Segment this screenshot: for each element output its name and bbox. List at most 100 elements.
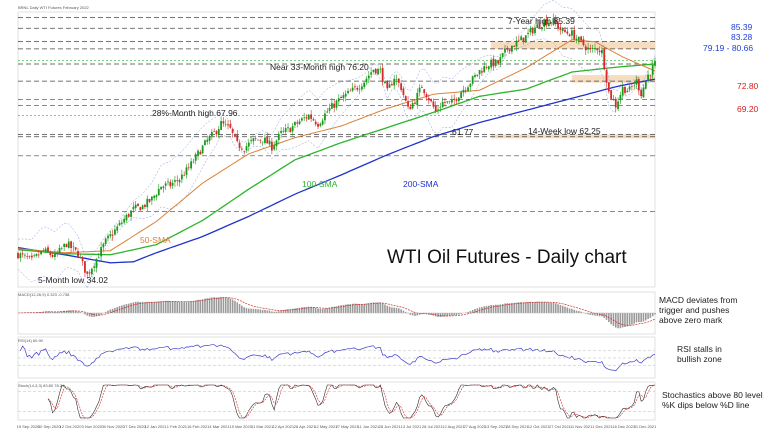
candle-body xyxy=(483,66,486,73)
candle-body xyxy=(342,95,345,99)
level-label-2: 79.19 - 80.66 xyxy=(703,43,753,53)
candle-body xyxy=(21,253,24,255)
candle-body xyxy=(72,246,75,248)
candle-body xyxy=(60,248,63,249)
candle-body xyxy=(407,101,409,107)
indicator-note-0-1: trigger and pushes xyxy=(659,305,729,315)
sma-label-0: 50-SMA xyxy=(140,235,171,245)
candle-body xyxy=(584,46,587,51)
candle-body xyxy=(192,161,195,163)
candle-body xyxy=(349,90,352,92)
candle-body xyxy=(619,94,622,101)
candle-body xyxy=(56,253,59,254)
candle-body xyxy=(160,186,162,190)
candle-body xyxy=(478,70,481,75)
annotation-0: 7-Year high 85.39 xyxy=(508,16,575,26)
candle-body xyxy=(125,214,128,221)
candle-body xyxy=(289,128,292,133)
candle-body xyxy=(114,229,116,235)
x-tick-label-20: 12 Aug 2021 xyxy=(442,424,465,429)
candle-body xyxy=(51,254,54,257)
candle-body xyxy=(485,67,488,68)
candle-body xyxy=(139,207,142,211)
candle-body xyxy=(582,39,585,46)
candle-body xyxy=(515,40,518,47)
candle-body xyxy=(199,151,202,155)
candle-body xyxy=(626,90,629,93)
candle-body xyxy=(183,175,186,176)
sma-50-line xyxy=(17,39,656,254)
symbol-header: BRNL Daily WTI Futures February 2022 xyxy=(18,5,90,10)
candle-body xyxy=(204,140,206,146)
candle-body xyxy=(434,105,437,111)
candle-body xyxy=(559,27,562,30)
candle-body xyxy=(554,19,557,24)
candle-body xyxy=(240,148,243,150)
candle-body xyxy=(127,214,130,217)
candle-body xyxy=(132,206,135,210)
candle-body xyxy=(524,35,527,43)
candle-body xyxy=(157,188,160,196)
candle-body xyxy=(254,138,257,140)
candle-body xyxy=(423,89,426,94)
candle-body xyxy=(360,86,363,90)
band-dn xyxy=(17,38,656,289)
candle-body xyxy=(93,266,96,268)
candle-body xyxy=(330,103,333,109)
band-up xyxy=(17,0,656,263)
candle-body xyxy=(372,69,375,72)
candle-body xyxy=(229,124,232,128)
macd-header: MACD(12,26,9) 0.323 -0.738 xyxy=(18,292,70,297)
candle-body xyxy=(206,139,209,142)
candle-body xyxy=(469,83,472,87)
x-tick-label-26: 11 Nov 2021 xyxy=(570,424,593,429)
candle-body xyxy=(462,89,465,93)
candle-body xyxy=(580,36,583,41)
candle-body xyxy=(74,247,77,250)
candle-body xyxy=(347,90,349,94)
candle-body xyxy=(37,254,40,256)
sma-100-line xyxy=(17,63,656,256)
candle-body xyxy=(474,74,476,77)
candle-body xyxy=(282,130,285,132)
x-tick-label-29: 31 Dec 2021 xyxy=(634,424,657,429)
candle-body xyxy=(130,210,132,217)
x-tick-label-27: 1 Dec 2021 xyxy=(592,424,613,429)
candle-body xyxy=(573,29,576,40)
candle-body xyxy=(257,139,259,141)
candle-body xyxy=(174,180,176,182)
x-tick-label-6: 12 Jan 2021 xyxy=(145,424,168,429)
candle-body xyxy=(552,18,555,25)
candle-body xyxy=(566,31,569,34)
x-tick-label-16: 11 Jun 2021 xyxy=(358,424,380,429)
candle-body xyxy=(217,129,220,136)
candle-body xyxy=(409,106,412,110)
candle-body xyxy=(194,154,197,161)
candle-body xyxy=(511,45,513,52)
candle-body xyxy=(190,161,192,169)
candle-body xyxy=(222,121,225,124)
candle-body xyxy=(356,88,359,90)
candle-body xyxy=(243,150,246,152)
candle-body xyxy=(250,140,253,142)
candle-body xyxy=(298,121,301,124)
candle-body xyxy=(30,255,33,258)
candle-body xyxy=(612,99,615,101)
candle-body xyxy=(185,167,188,175)
annotation-4: 14-Week low 62.25 xyxy=(528,126,601,136)
x-tick-label-12: 12 Apr 2021 xyxy=(273,424,295,429)
candle-body xyxy=(601,49,603,54)
zone-1 xyxy=(491,134,655,139)
candle-body xyxy=(358,88,361,90)
candle-body xyxy=(450,99,453,103)
candle-body xyxy=(210,131,213,136)
candle-body xyxy=(437,109,439,111)
indicator-note-1-0: RSI stalls in xyxy=(677,344,722,354)
candle-body xyxy=(363,82,366,88)
candle-body xyxy=(340,96,343,99)
indicator-note-2-1: %K dips below %D line xyxy=(662,400,750,410)
x-tick-label-18: 13 Jul 2021 xyxy=(401,424,422,429)
candle-body xyxy=(561,28,564,32)
candle-body xyxy=(596,48,599,51)
